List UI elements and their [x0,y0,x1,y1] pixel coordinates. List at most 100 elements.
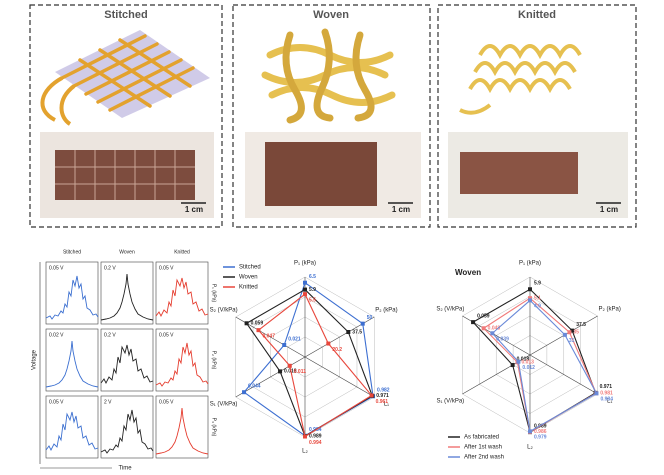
value-label: 0.984 [600,397,613,403]
value-label: 0.047 [262,333,275,339]
value-label: 5.5 [309,297,316,303]
value-label: 31 [569,338,575,344]
axis-label: S₁ (V/kPa) [436,399,464,405]
vertex [471,320,476,325]
scale-bar-label: 1 cm [392,205,410,214]
value-label: 0.989 [309,433,322,439]
y-axis-label: Voltage [32,349,38,370]
legend-label: Knitted [239,285,258,291]
vertex [594,391,599,396]
spoke [304,356,375,398]
row-label: P₁ (kPa) [211,284,217,303]
axis-label: S₁ (V/kPa) [210,402,238,408]
value-label: 0.021 [288,336,301,342]
legend-label: After 2nd wash [464,455,504,461]
value-label: 0.011 [294,369,306,375]
legend-label: As fabricated [464,435,499,441]
value-label: 20.2 [332,347,342,353]
vertex [303,434,307,439]
panel-frame [437,4,637,228]
value-label: 0.982 [377,388,390,394]
cell-label: 0.05 V [159,332,174,338]
value-label: 0.961 [376,399,389,405]
row-label: P₃ (kPa) [211,418,217,437]
axis-label: L₂ [302,449,308,455]
scale-bar-label: 1 cm [185,205,203,214]
vertex [369,393,374,398]
axis-label: L₁ [384,402,389,408]
x-axis-label: Time [118,466,132,472]
value-label: 0.018 [284,369,297,375]
row-label: P₂ (kPa) [211,351,217,370]
panel-title: Knitted [518,9,556,21]
vertex [244,321,249,326]
value-label: 0.971 [600,384,613,390]
series-line [482,297,597,433]
knitted-illustration [459,44,582,115]
waveform-frame [100,395,154,459]
axis-label: S₂ (V/kPa) [210,308,238,314]
axis-label: P₁ (kPa) [294,261,316,267]
waveform-frame [155,261,209,325]
cell-label: 0.05 V [49,265,64,271]
legend-label: Stitched [239,265,261,271]
waveform-frame [45,328,99,392]
vertex [528,287,532,292]
panel-frame [29,4,223,228]
vertex [242,390,247,395]
axis-label: S₂ (V/kPa) [436,307,464,313]
value-label: 0.048 [488,326,501,332]
waveform-frame [155,395,209,459]
scale-bar-label: 1 cm [600,205,618,214]
value-label: 0.981 [600,391,613,397]
value-label: 35 [573,330,579,336]
value-label: 0.986 [534,429,547,435]
axis-label: L₂ [527,445,533,451]
waveform-frame [155,328,209,392]
value-label: 0.044 [248,384,261,390]
value-label: 5.9 [309,287,316,293]
value-label: 50 [367,315,373,321]
value-label: 0.059 [477,313,490,319]
vertex [287,363,292,368]
value-label: 4.9 [534,304,541,310]
panel-title: Woven [313,9,349,21]
vertex [346,330,351,334]
cell-label: 2 V [104,399,112,405]
waveform-frame [45,395,99,459]
vertex [528,429,532,434]
vertex [510,363,515,368]
value-label: 0.994 [309,440,322,446]
cell-label: 0.05 V [159,399,174,405]
value-label: 37.5 [352,329,362,335]
vertex [360,321,365,326]
value-label: 0.059 [251,321,264,327]
vertex [282,343,287,347]
column-header: Woven [119,249,135,255]
axis-label: P₂ (kPa) [599,307,621,313]
vertex [562,332,567,337]
spoke [235,356,306,398]
value-label: 37.5 [576,322,586,328]
cell-label: 0.05 V [49,399,64,405]
waveform-frame [100,328,154,392]
vertex [567,330,572,335]
stitched-illustration [40,30,210,126]
value-label: 0.018 [517,356,530,362]
value-label: 0.039 [496,337,509,343]
vertex [303,292,307,297]
axis-label: P₂ (kPa) [375,308,397,314]
value-label: 0.012 [522,365,535,371]
legend-label: Woven [239,275,258,281]
vertex [490,331,495,336]
value-label: 5.1 [534,295,541,301]
vertex [570,328,575,333]
woven-illustration [261,28,396,124]
vertex [516,359,521,364]
cell-label: 0.2 V [104,265,116,271]
value-label: 0.013 [521,360,534,366]
vertex [481,326,486,331]
vertex [278,369,283,374]
value-label: 6.5 [309,274,316,280]
